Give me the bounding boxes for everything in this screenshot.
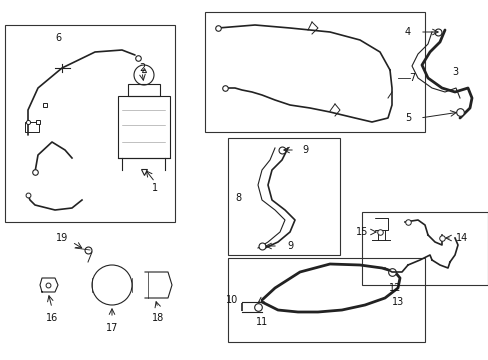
Bar (118, 96, 170, 158)
Text: 5: 5 (404, 113, 410, 123)
Text: 2: 2 (139, 63, 145, 73)
Text: 7: 7 (408, 73, 414, 83)
Bar (204, 12, 424, 132)
Text: 11: 11 (255, 317, 267, 327)
Text: 13: 13 (391, 297, 403, 307)
Text: 19: 19 (56, 233, 68, 243)
Text: 15: 15 (355, 227, 367, 237)
Text: 4: 4 (404, 27, 410, 37)
Bar (227, 258, 424, 342)
Text: 1: 1 (152, 183, 158, 193)
Text: 18: 18 (152, 313, 164, 323)
Text: 16: 16 (46, 313, 58, 323)
Text: 8: 8 (234, 193, 241, 203)
Bar (128, 84, 160, 96)
Text: 14: 14 (455, 233, 467, 243)
Text: 17: 17 (105, 323, 118, 333)
Bar (25, 122, 39, 132)
Text: 6: 6 (55, 33, 61, 43)
Bar (361, 212, 487, 285)
Text: 10: 10 (225, 295, 238, 305)
Text: 9: 9 (286, 241, 292, 251)
Text: 9: 9 (301, 145, 307, 155)
Bar (227, 138, 339, 255)
Text: 3: 3 (451, 67, 457, 77)
Text: 12: 12 (388, 283, 400, 293)
Bar (5, 25, 175, 222)
